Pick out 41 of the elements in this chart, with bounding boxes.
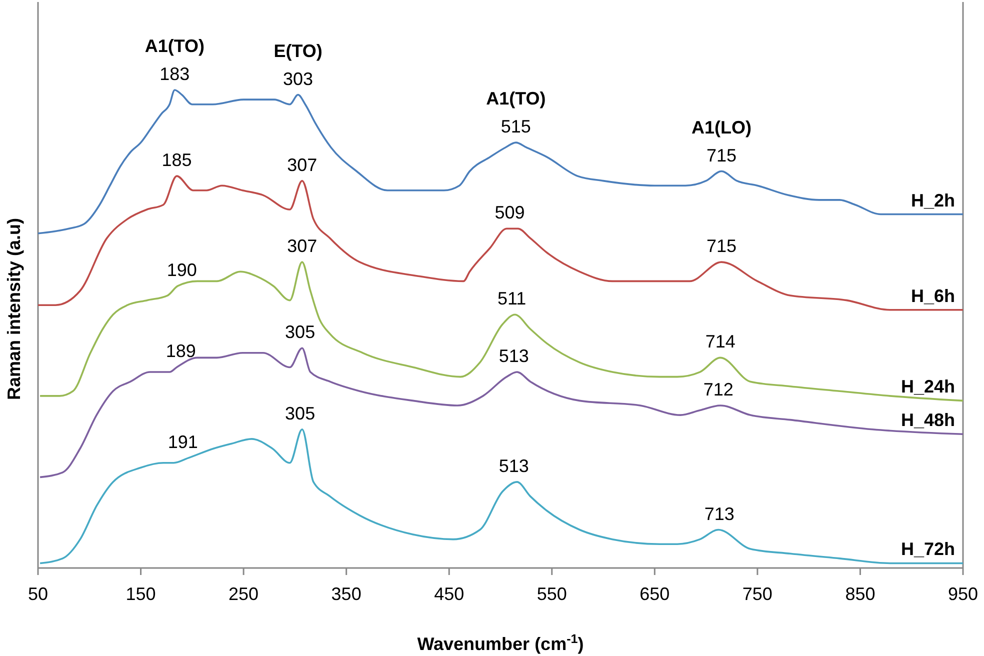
- series-label: H_48h: [900, 410, 955, 430]
- annotation: 515: [500, 116, 531, 137]
- annotation: 715: [706, 145, 736, 166]
- annotation: 307: [287, 154, 318, 175]
- x-tick-label: 50: [28, 584, 48, 604]
- annotation: 305: [285, 322, 316, 342]
- annotation: 303: [283, 68, 314, 89]
- x-axis-title: Wavenumber (cm$^{-1}$): [417, 632, 584, 654]
- annotation: 185: [162, 150, 192, 170]
- annotation: 191: [168, 432, 198, 452]
- annotation: 183: [160, 64, 190, 84]
- annotation: 513: [498, 346, 529, 366]
- annotation: 713: [704, 504, 734, 524]
- annotation: 513: [498, 456, 529, 476]
- annotation: 305: [285, 403, 316, 424]
- annotation: 712: [703, 379, 734, 400]
- annotation: A1(TO): [486, 88, 546, 109]
- series-label: H_2h: [910, 190, 955, 210]
- annotation: 509: [494, 202, 525, 223]
- series-label: H_6h: [910, 286, 955, 306]
- x-tick-label: 350: [331, 584, 362, 604]
- x-tick-label: 550: [536, 584, 567, 604]
- x-tick-label: 850: [845, 584, 876, 604]
- series-label: H_72h: [900, 539, 955, 560]
- annotation: 715: [706, 236, 736, 256]
- annotation: 511: [497, 288, 526, 309]
- x-tick-label: 150: [126, 584, 156, 604]
- text: E(TO): [274, 40, 322, 61]
- annotation: A1(LO): [691, 117, 752, 138]
- annotation: 189: [166, 341, 196, 362]
- x-tick-label: 250: [228, 584, 259, 604]
- annotation: 714: [705, 332, 736, 352]
- annotation: 190: [166, 260, 197, 280]
- x-tick-label: 950: [948, 584, 978, 604]
- annotation: 307: [287, 236, 318, 256]
- text: A1(TO): [144, 36, 205, 56]
- x-tick-label: 750: [742, 584, 772, 604]
- series-label: H_24h: [900, 376, 955, 397]
- x-tick-label: 450: [434, 584, 464, 604]
- x-tick-label: 650: [640, 584, 670, 604]
- y-axis-title: Raman intensity (a.u): [4, 218, 24, 400]
